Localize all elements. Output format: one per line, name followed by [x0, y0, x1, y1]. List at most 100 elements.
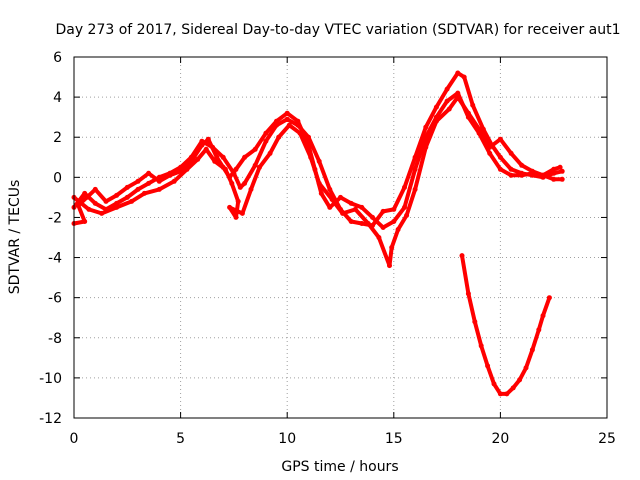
y-tick-label: -10 [39, 371, 62, 387]
y-tick-label: 6 [53, 50, 62, 66]
data-point [508, 172, 514, 178]
data-point [487, 150, 493, 156]
data-point [380, 225, 386, 230]
data-point [433, 118, 439, 124]
data-point [461, 74, 467, 80]
data-point [284, 116, 290, 122]
data-point [402, 204, 407, 210]
data-point [465, 110, 471, 116]
y-axis-label: SDTVAR / TECUs [7, 180, 23, 295]
data-point [455, 94, 461, 100]
data-point [423, 144, 429, 150]
data-point [195, 156, 201, 162]
data-point [263, 138, 269, 144]
data-point [248, 186, 254, 192]
data-point [156, 174, 162, 180]
data-point [497, 154, 503, 160]
data-point [491, 381, 497, 387]
data-point [387, 263, 392, 269]
y-tick-label: 2 [53, 130, 62, 146]
data-point [536, 327, 542, 333]
data-point [338, 194, 343, 200]
data-point [306, 134, 311, 140]
data-point [391, 219, 397, 224]
data-point [433, 104, 439, 110]
data-point [540, 172, 546, 178]
data-point [229, 180, 235, 186]
data-point [135, 178, 141, 184]
y-tick-label: -4 [48, 251, 62, 267]
data-point [188, 154, 194, 160]
data-point [412, 154, 418, 160]
data-point [395, 227, 401, 232]
data-point [263, 130, 269, 136]
x-tick-label: 0 [70, 431, 79, 447]
data-point [267, 150, 273, 156]
data-point [103, 198, 109, 204]
data-point [257, 164, 262, 170]
data-point [135, 186, 141, 192]
data-point [559, 168, 565, 174]
data-point [316, 180, 322, 186]
data-point [86, 206, 92, 212]
data-point [404, 212, 410, 218]
y-tick-label: 0 [53, 170, 62, 186]
data-point [352, 206, 358, 212]
data-point [359, 204, 365, 210]
data-point [540, 313, 546, 319]
data-point [82, 219, 88, 224]
series-line-track-d [460, 253, 552, 396]
data-point [212, 158, 218, 164]
y-tick-label: -12 [39, 411, 62, 427]
data-point [519, 170, 525, 176]
data-point [487, 144, 493, 150]
x-tick-label: 20 [491, 431, 509, 447]
data-point [472, 319, 478, 325]
data-point [308, 154, 314, 160]
data-point [497, 136, 503, 142]
data-point [329, 196, 335, 202]
data-point [220, 154, 226, 160]
data-point [114, 192, 120, 198]
y-tick-label: -8 [48, 331, 62, 347]
data-point [124, 194, 130, 200]
data-point [551, 176, 557, 182]
data-point [478, 343, 484, 349]
data-point [184, 166, 190, 172]
data-point [348, 200, 354, 206]
data-point [235, 198, 241, 204]
data-point [205, 136, 211, 142]
data-point [199, 138, 205, 144]
data-point [318, 190, 324, 196]
data-point [523, 365, 529, 371]
data-point [423, 124, 429, 130]
data-point [146, 180, 152, 186]
data-point [504, 391, 510, 397]
data-point [239, 210, 245, 216]
data-point [508, 150, 514, 156]
series-layer [71, 70, 565, 397]
data-point [276, 134, 282, 140]
data-point [316, 158, 322, 164]
data-point [286, 122, 292, 128]
data-point [551, 166, 557, 172]
data-point [380, 208, 386, 214]
data-point [167, 170, 173, 176]
data-point [444, 86, 450, 92]
data-point [156, 186, 162, 192]
data-point [529, 172, 535, 178]
x-tick-label: 10 [278, 431, 296, 447]
data-point [295, 122, 301, 128]
data-point [412, 186, 418, 192]
data-point [559, 176, 565, 182]
data-point [497, 391, 503, 397]
data-point [114, 204, 120, 210]
data-point [446, 106, 452, 112]
y-tick-label: -6 [48, 291, 62, 307]
data-point [210, 144, 216, 150]
data-point [376, 235, 382, 240]
data-point [297, 130, 303, 136]
data-point [391, 206, 397, 212]
data-point [114, 200, 120, 206]
